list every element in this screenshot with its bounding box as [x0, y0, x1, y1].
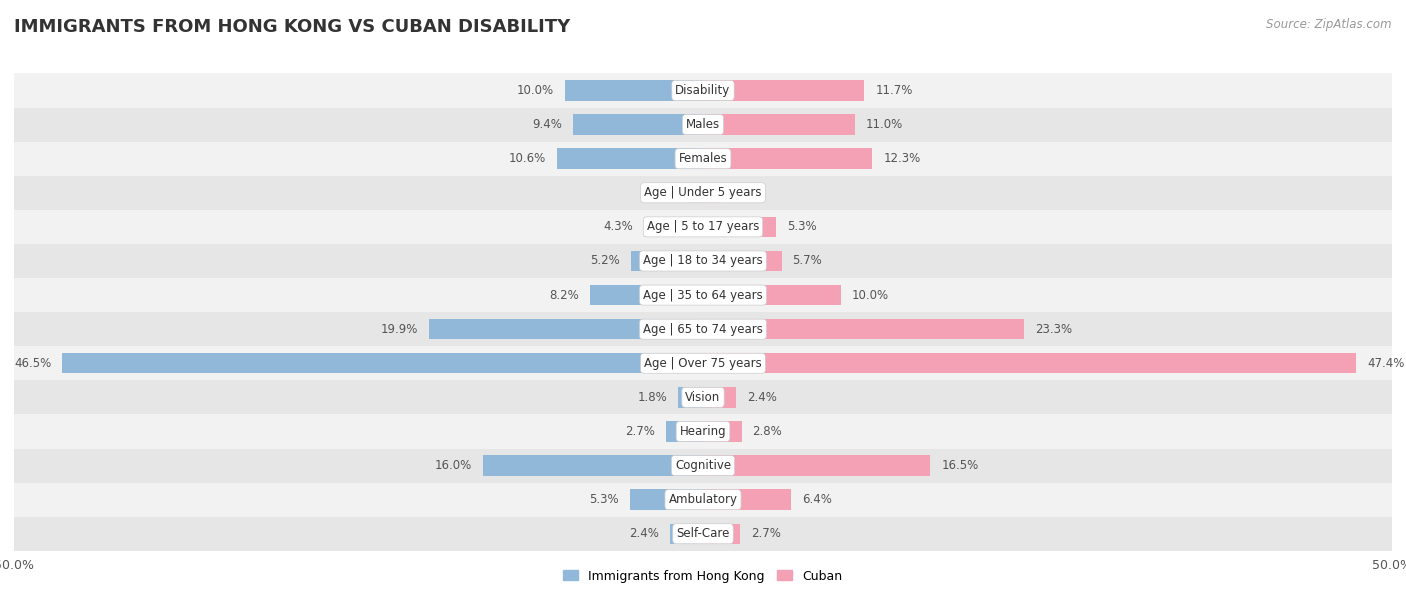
Text: Disability: Disability — [675, 84, 731, 97]
Text: 12.3%: 12.3% — [883, 152, 921, 165]
Text: Age | Under 5 years: Age | Under 5 years — [644, 186, 762, 200]
Bar — [62, 353, 703, 373]
Text: 8.2%: 8.2% — [550, 289, 579, 302]
Text: 10.6%: 10.6% — [509, 152, 546, 165]
Text: Age | 35 to 64 years: Age | 35 to 64 years — [643, 289, 763, 302]
Text: 5.7%: 5.7% — [793, 255, 823, 267]
Bar — [14, 449, 1392, 483]
Bar — [557, 149, 703, 169]
Bar — [703, 387, 737, 408]
Text: 1.8%: 1.8% — [637, 391, 668, 404]
Bar — [703, 182, 720, 203]
Bar — [14, 108, 1392, 141]
Text: Age | 65 to 74 years: Age | 65 to 74 years — [643, 323, 763, 335]
Text: Age | Over 75 years: Age | Over 75 years — [644, 357, 762, 370]
Bar — [591, 285, 703, 305]
Text: 19.9%: 19.9% — [381, 323, 418, 335]
Bar — [703, 353, 1357, 373]
Bar — [14, 380, 1392, 414]
Bar — [14, 244, 1392, 278]
Bar — [703, 285, 841, 305]
Bar — [669, 523, 703, 544]
Text: 5.2%: 5.2% — [591, 255, 620, 267]
Text: Ambulatory: Ambulatory — [668, 493, 738, 506]
Bar — [690, 182, 703, 203]
Bar — [703, 149, 873, 169]
Text: Source: ZipAtlas.com: Source: ZipAtlas.com — [1267, 18, 1392, 31]
Text: Age | 18 to 34 years: Age | 18 to 34 years — [643, 255, 763, 267]
Text: Males: Males — [686, 118, 720, 131]
Bar — [703, 490, 792, 510]
Bar — [703, 421, 741, 442]
Text: 10.0%: 10.0% — [517, 84, 554, 97]
Text: 46.5%: 46.5% — [14, 357, 51, 370]
Text: 4.3%: 4.3% — [603, 220, 633, 233]
Text: 1.2%: 1.2% — [731, 186, 761, 200]
Text: 2.7%: 2.7% — [624, 425, 655, 438]
Bar — [14, 210, 1392, 244]
Text: 0.95%: 0.95% — [641, 186, 679, 200]
Text: IMMIGRANTS FROM HONG KONG VS CUBAN DISABILITY: IMMIGRANTS FROM HONG KONG VS CUBAN DISAB… — [14, 18, 571, 36]
Text: 2.4%: 2.4% — [747, 391, 778, 404]
Bar — [14, 346, 1392, 380]
Bar — [703, 455, 931, 476]
Legend: Immigrants from Hong Kong, Cuban: Immigrants from Hong Kong, Cuban — [558, 564, 848, 588]
Bar — [14, 483, 1392, 517]
Text: 6.4%: 6.4% — [803, 493, 832, 506]
Text: 10.0%: 10.0% — [852, 289, 889, 302]
Bar — [482, 455, 703, 476]
Text: 2.4%: 2.4% — [628, 528, 659, 540]
Text: Age | 5 to 17 years: Age | 5 to 17 years — [647, 220, 759, 233]
Text: 5.3%: 5.3% — [787, 220, 817, 233]
Bar — [630, 490, 703, 510]
Text: 16.0%: 16.0% — [434, 459, 471, 472]
Text: Hearing: Hearing — [679, 425, 727, 438]
Bar — [703, 319, 1024, 340]
Bar — [14, 278, 1392, 312]
Text: Vision: Vision — [685, 391, 721, 404]
Bar — [703, 523, 740, 544]
Bar — [703, 251, 782, 271]
Text: 11.7%: 11.7% — [875, 84, 912, 97]
Bar — [703, 217, 776, 237]
Bar — [574, 114, 703, 135]
Bar — [14, 176, 1392, 210]
Text: 16.5%: 16.5% — [942, 459, 979, 472]
Text: 2.8%: 2.8% — [752, 425, 782, 438]
Text: 23.3%: 23.3% — [1035, 323, 1073, 335]
Bar — [666, 421, 703, 442]
Bar — [703, 114, 855, 135]
Text: 9.4%: 9.4% — [533, 118, 562, 131]
Bar — [14, 414, 1392, 449]
Bar — [14, 517, 1392, 551]
Text: 2.7%: 2.7% — [751, 528, 782, 540]
Bar — [703, 80, 865, 101]
Text: 11.0%: 11.0% — [866, 118, 903, 131]
Text: Self-Care: Self-Care — [676, 528, 730, 540]
Text: Cognitive: Cognitive — [675, 459, 731, 472]
Text: 5.3%: 5.3% — [589, 493, 619, 506]
Bar — [678, 387, 703, 408]
Bar — [14, 141, 1392, 176]
Text: Females: Females — [679, 152, 727, 165]
Bar — [631, 251, 703, 271]
Bar — [429, 319, 703, 340]
Bar — [565, 80, 703, 101]
Bar — [14, 73, 1392, 108]
Bar — [644, 217, 703, 237]
Bar — [14, 312, 1392, 346]
Text: 47.4%: 47.4% — [1367, 357, 1405, 370]
